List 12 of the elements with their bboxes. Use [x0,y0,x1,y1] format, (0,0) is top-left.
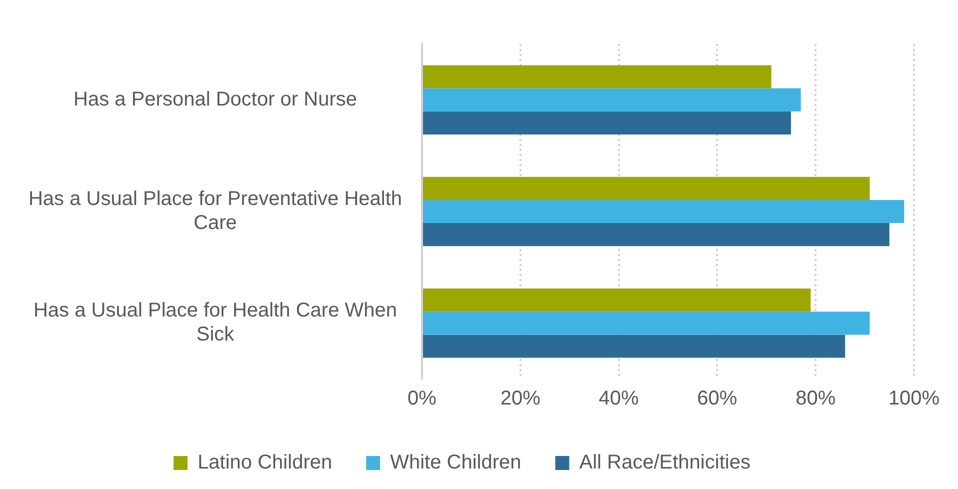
x-tick-label: 100% [888,388,940,410]
legend-label: Latino Children [198,452,332,474]
x-tick-label: 60% [697,388,738,410]
y-tick-label: Has a Usual Place for Health Care When Sick [33,300,397,346]
y-tick-label: Has a Personal Doctor or Nurse [74,88,357,110]
x-tick-label: 0% [408,388,437,410]
legend-label: All Race/Ethnicities [579,452,750,474]
x-tick-label: 20% [500,388,541,410]
x-tick-label: 40% [598,388,640,410]
legend-label: White Children [390,452,522,474]
x-tick-label: 80% [796,388,836,410]
y-tick-label: Has a Usual Place for Preventative Health Care [28,188,402,234]
